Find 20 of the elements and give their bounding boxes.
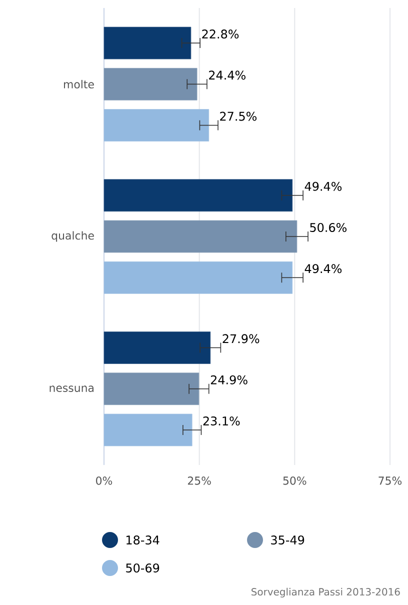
y-tick-label: molte [64,80,94,88]
data-label: 24.9% [210,375,248,384]
data-label: 27.5% [220,112,257,121]
text: Sorveglianza Passi 2013-2016 [252,588,400,598]
y-tick-label: qualche [52,231,94,242]
data-label: 22.8% [202,30,239,39]
x-tick-label: 75% [378,476,402,485]
data-label: 49.4% [304,182,342,191]
legend-label: 18-34 [126,535,160,545]
legend-label: 50-69 [126,563,160,573]
data-label: 49.4% [304,264,342,274]
x-tick-label: 25% [188,476,211,485]
data-label: 23.1% [203,416,240,426]
data-label: 24.4% [209,70,246,80]
y-tick-label: nessuna [50,386,94,392]
data-label: 27.9% [222,334,260,344]
legend-label: 35-49 [271,535,304,545]
data-label: 50.6% [310,222,347,232]
x-tick-label: 50% [283,476,306,485]
x-tick-label: 0% [96,476,112,485]
